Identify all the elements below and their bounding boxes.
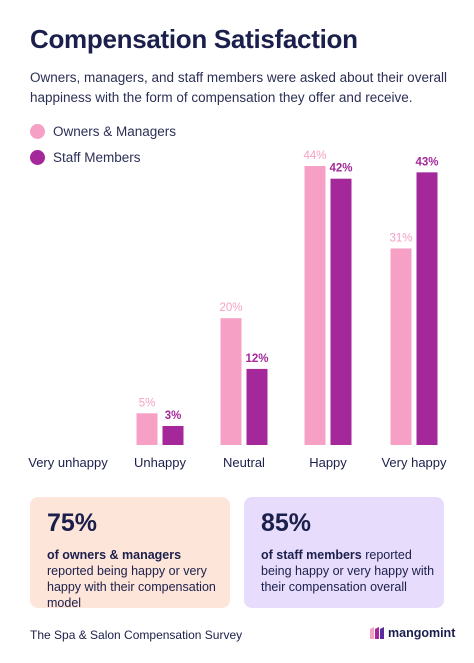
owners-stat-value: 75% xyxy=(47,509,98,537)
chart-title: Compensation Satisfaction xyxy=(30,24,358,54)
legend-staff-members: Staff Members xyxy=(30,148,141,166)
owners-stat-text: of owners & managers reported being happ… xyxy=(47,547,227,611)
x-tick-label-very-happy: Very happy xyxy=(381,455,447,470)
data-label-owners-very-happy: 31% xyxy=(389,232,412,244)
staff-stat-rest: reported being happy or very happy with … xyxy=(261,548,435,594)
legend-label-owners: Owners & Managers xyxy=(53,123,177,139)
mangomint-logo-icon xyxy=(370,627,384,639)
brand-name: mangomint xyxy=(388,626,456,640)
data-label-staff-very-happy: 43% xyxy=(415,156,438,168)
staff-stat-value: 85% xyxy=(261,509,312,537)
bar-owners-neutral xyxy=(220,318,242,445)
legend-label-staff: Staff Members xyxy=(53,149,141,165)
data-label-staff-neutral: 12% xyxy=(245,353,268,365)
data-label-staff-unhappy: 3% xyxy=(165,410,182,422)
staff-stat-card: 85% of staff members reported being happ… xyxy=(244,497,444,608)
legend-owners-managers: Owners & Managers xyxy=(30,122,176,140)
data-label-staff-happy: 42% xyxy=(329,163,352,175)
x-tick-label-happy: Happy xyxy=(309,455,347,470)
x-tick-label-neutral: Neutral xyxy=(223,455,265,470)
bar-staff-unhappy xyxy=(162,425,184,445)
bar-staff-happy xyxy=(330,178,352,445)
data-label-owners-neutral: 20% xyxy=(219,302,242,314)
x-tick-label-unhappy: Unhappy xyxy=(134,455,187,470)
bar-owners-unhappy xyxy=(136,413,158,445)
x-tick-label-very-unhappy: Very unhappy xyxy=(28,455,108,470)
survey-source: The Spa & Salon Compensation Survey xyxy=(30,628,243,642)
bar-owners-very-happy xyxy=(390,248,412,445)
bar-staff-very-happy xyxy=(416,172,438,445)
data-label-owners-unhappy: 5% xyxy=(139,397,156,409)
bar-chart: Very unhappy5%3%Unhappy20%12%Neutral44%4… xyxy=(28,150,447,470)
legend-swatch-staff xyxy=(30,149,45,165)
data-label-owners-happy: 44% xyxy=(303,150,326,162)
owners-stat-rest: reported being happy or very happy with … xyxy=(47,564,216,610)
bar-owners-happy xyxy=(304,166,326,445)
owners-stat-bold: of owners & managers xyxy=(47,548,182,562)
bar-staff-neutral xyxy=(246,368,268,445)
staff-stat-bold: of staff members xyxy=(261,548,362,562)
brand-logo: mangomint xyxy=(370,626,455,640)
owners-stat-card: 75% of owners & managers reported being … xyxy=(30,497,230,611)
legend-swatch-owners xyxy=(30,123,45,139)
chart-subtitle: Owners, managers, and staff members were… xyxy=(30,70,447,105)
staff-stat-text: of staff members reported being happy or… xyxy=(261,547,441,595)
